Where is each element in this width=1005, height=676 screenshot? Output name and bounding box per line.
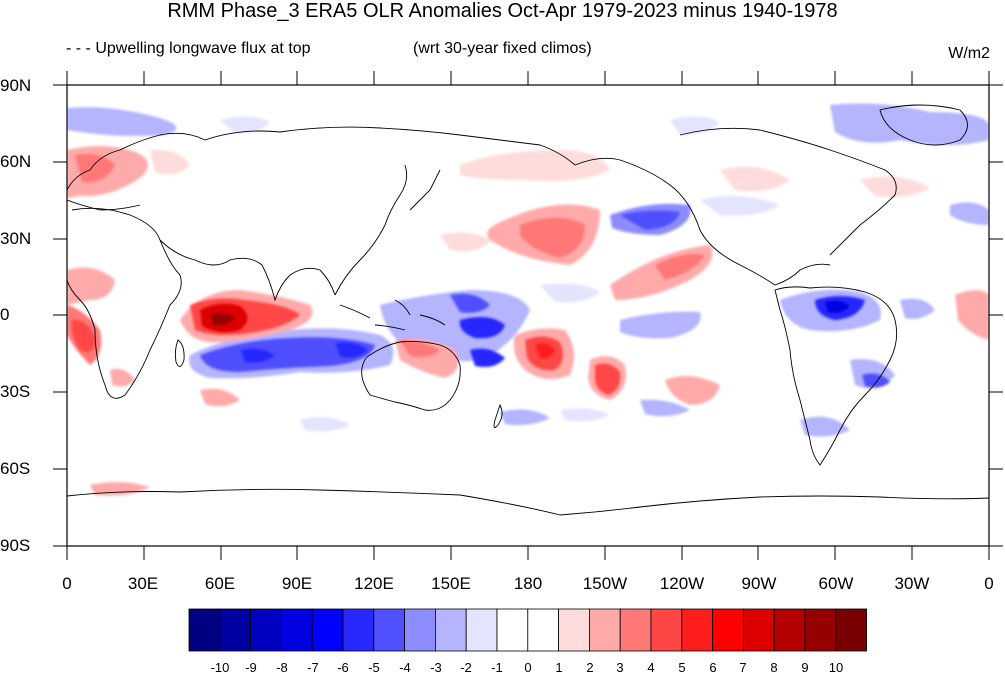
colorbar-label: -3 [430,660,442,675]
colorbar-label: -9 [245,660,257,675]
colorbar-box [681,608,713,652]
colorbar-box [712,608,744,652]
colorbar-label: 10 [828,660,844,675]
colorbar-box [650,608,683,652]
colorbar-label: -2 [460,660,472,675]
colorbar-box [373,608,405,652]
variable-description: - - - Upwelling longwave flux at top [66,40,311,57]
colorbar-label: 3 [616,660,624,675]
colorbar-box [404,608,436,652]
lat-label-90s: 90S [0,536,31,555]
colorbar-box [589,608,621,652]
lat-label-eq: 0 [0,305,10,324]
colorbar-label: -6 [337,660,349,675]
olr-anomaly-shading [67,103,989,496]
lat-label-60s: 60S [0,459,31,478]
colorbar-label: 4 [647,660,655,675]
lon-label-150e: 150E [431,574,471,593]
lat-label-30s: 30S [0,382,31,401]
colorbar-label: -8 [276,660,288,675]
lon-label-90w: 90W [741,574,777,593]
map-title: RMM Phase_3 ERA5 OLR Anomalies Oct-Apr 1… [167,0,838,22]
axis-ticks [53,71,1003,560]
colorbar-box [619,608,652,652]
lat-label-90n: 90N [0,76,32,95]
coastlines [67,104,989,516]
colorbar-label: 8 [770,660,778,675]
colorbar-label: -7 [307,660,319,675]
colorbar-label: 7 [739,660,747,675]
colorbar-label: 1 [555,660,563,675]
colorbar-box [188,608,221,652]
colorbar-box [342,608,375,652]
colorbar-label: 6 [709,660,717,675]
colorbar-label: -1 [491,660,503,675]
lon-label-30w: 30W [894,574,930,593]
colorbar-box [743,608,775,652]
colorbar-box [219,608,252,652]
colorbar-box [250,608,282,652]
lon-label-0: 0 [62,574,72,593]
colorbar-label: -5 [368,660,380,675]
colorbar-box [311,608,344,652]
colorbar-label: 0 [524,660,532,675]
colorbar-label: -10 [210,660,230,675]
lat-label-30n: 30N [0,229,32,248]
colorbar-box [804,608,837,652]
colorbar-box [835,608,867,652]
lon-label-30e: 30E [127,574,159,593]
lon-label-150w: 150W [582,574,628,593]
lon-label-120w: 120W [659,574,705,593]
colorbar-box [434,608,467,652]
lon-label-60e: 60E [204,574,236,593]
lon-label-0-east: 0 [984,574,994,593]
colorbar-box [496,608,529,652]
colorbar-box [773,608,806,652]
colorbar-label: -4 [399,660,411,675]
units-label: W/m2 [948,45,990,62]
colorbar [188,608,867,652]
lon-label-90e: 90E [281,574,313,593]
colorbar-box [465,608,498,652]
colorbar-label: 2 [586,660,594,675]
colorbar-label: 9 [801,660,809,675]
colorbar-label: 5 [678,660,686,675]
colorbar-box [558,608,590,652]
colorbar-box [527,608,559,652]
colorbar-box [280,608,313,652]
climatology-note: (wrt 30-year fixed climos) [413,40,592,57]
lon-label-180: 180 [513,574,543,593]
lon-label-120e: 120E [354,574,394,593]
lat-label-60n: 60N [0,152,32,171]
lon-label-60w: 60W [818,574,854,593]
